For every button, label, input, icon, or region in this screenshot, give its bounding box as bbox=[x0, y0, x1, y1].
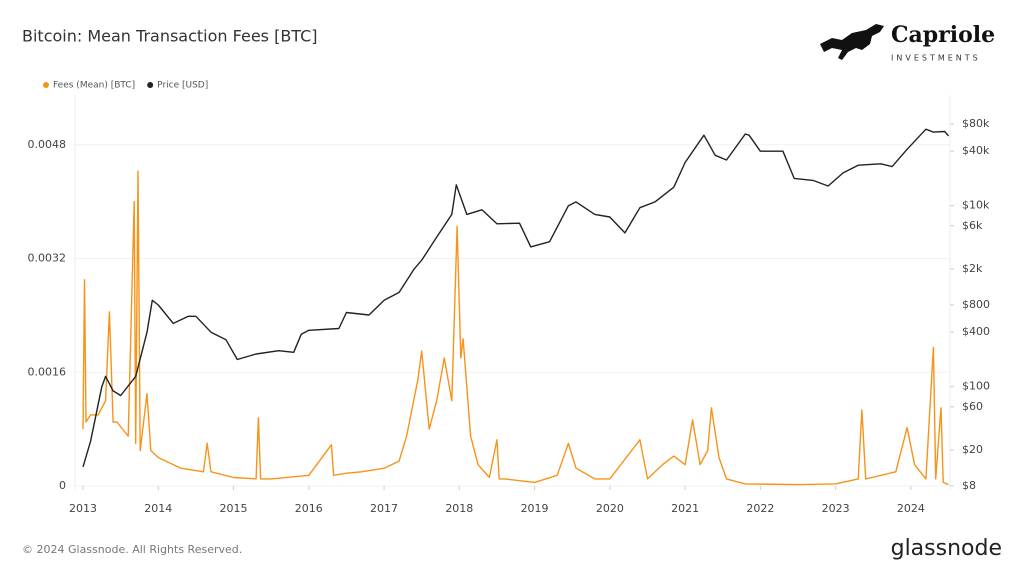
y2-tick-label: $100 bbox=[962, 380, 990, 393]
x-tick-label: 2020 bbox=[596, 502, 624, 515]
y2-tick-label: $800 bbox=[962, 298, 990, 311]
legend-marker bbox=[43, 82, 49, 88]
x-tick-label: 2017 bbox=[370, 502, 398, 515]
x-tick-label: 2018 bbox=[445, 502, 473, 515]
y-tick-label: 0.0016 bbox=[28, 365, 67, 378]
footer: © 2024 Glassnode. All Rights Reserved. bbox=[22, 543, 242, 556]
y-tick-label: 0.0032 bbox=[28, 252, 67, 265]
brand: glassnode bbox=[891, 536, 1002, 561]
logo-sub: INVESTMENTS bbox=[891, 54, 981, 63]
y2-tick-label: $2k bbox=[962, 262, 983, 275]
y-tick-label: 0.0048 bbox=[28, 138, 67, 151]
legend-label: Price [USD] bbox=[157, 81, 208, 91]
x-tick-label: 2016 bbox=[295, 502, 323, 515]
y2-tick-label: $6k bbox=[962, 219, 983, 232]
y2-tick-label: $20 bbox=[962, 443, 983, 456]
y2-tick-label: $80k bbox=[962, 117, 990, 130]
x-tick-label: 2022 bbox=[746, 502, 774, 515]
chart-title: Bitcoin: Mean Transaction Fees [BTC] bbox=[22, 27, 318, 46]
y2-tick-label: $10k bbox=[962, 199, 990, 212]
y2-tick-label: $60 bbox=[962, 400, 983, 413]
x-tick-label: 2013 bbox=[69, 502, 97, 515]
x-tick-label: 2023 bbox=[822, 502, 850, 515]
x-tick-label: 2024 bbox=[897, 502, 925, 515]
y-tick-label: 0 bbox=[59, 479, 66, 492]
legend-label: Fees (Mean) [BTC] bbox=[53, 81, 135, 91]
legend-marker bbox=[147, 82, 154, 88]
y2-tick-label: $40k bbox=[962, 144, 990, 157]
series-line bbox=[82, 128, 950, 468]
logo-name: Capriole bbox=[891, 22, 995, 48]
logo: Capriole INVESTMENTS bbox=[820, 22, 995, 63]
logo-horse bbox=[820, 24, 884, 60]
y2-tick-label: $400 bbox=[962, 325, 990, 338]
y2-tick-label: $8 bbox=[962, 479, 976, 492]
x-tick-label: 2021 bbox=[671, 502, 699, 515]
x-tick-label: 2015 bbox=[220, 502, 248, 515]
series-line bbox=[82, 170, 949, 486]
x-tick-label: 2014 bbox=[144, 502, 172, 515]
x-tick-label: 2019 bbox=[521, 502, 549, 515]
